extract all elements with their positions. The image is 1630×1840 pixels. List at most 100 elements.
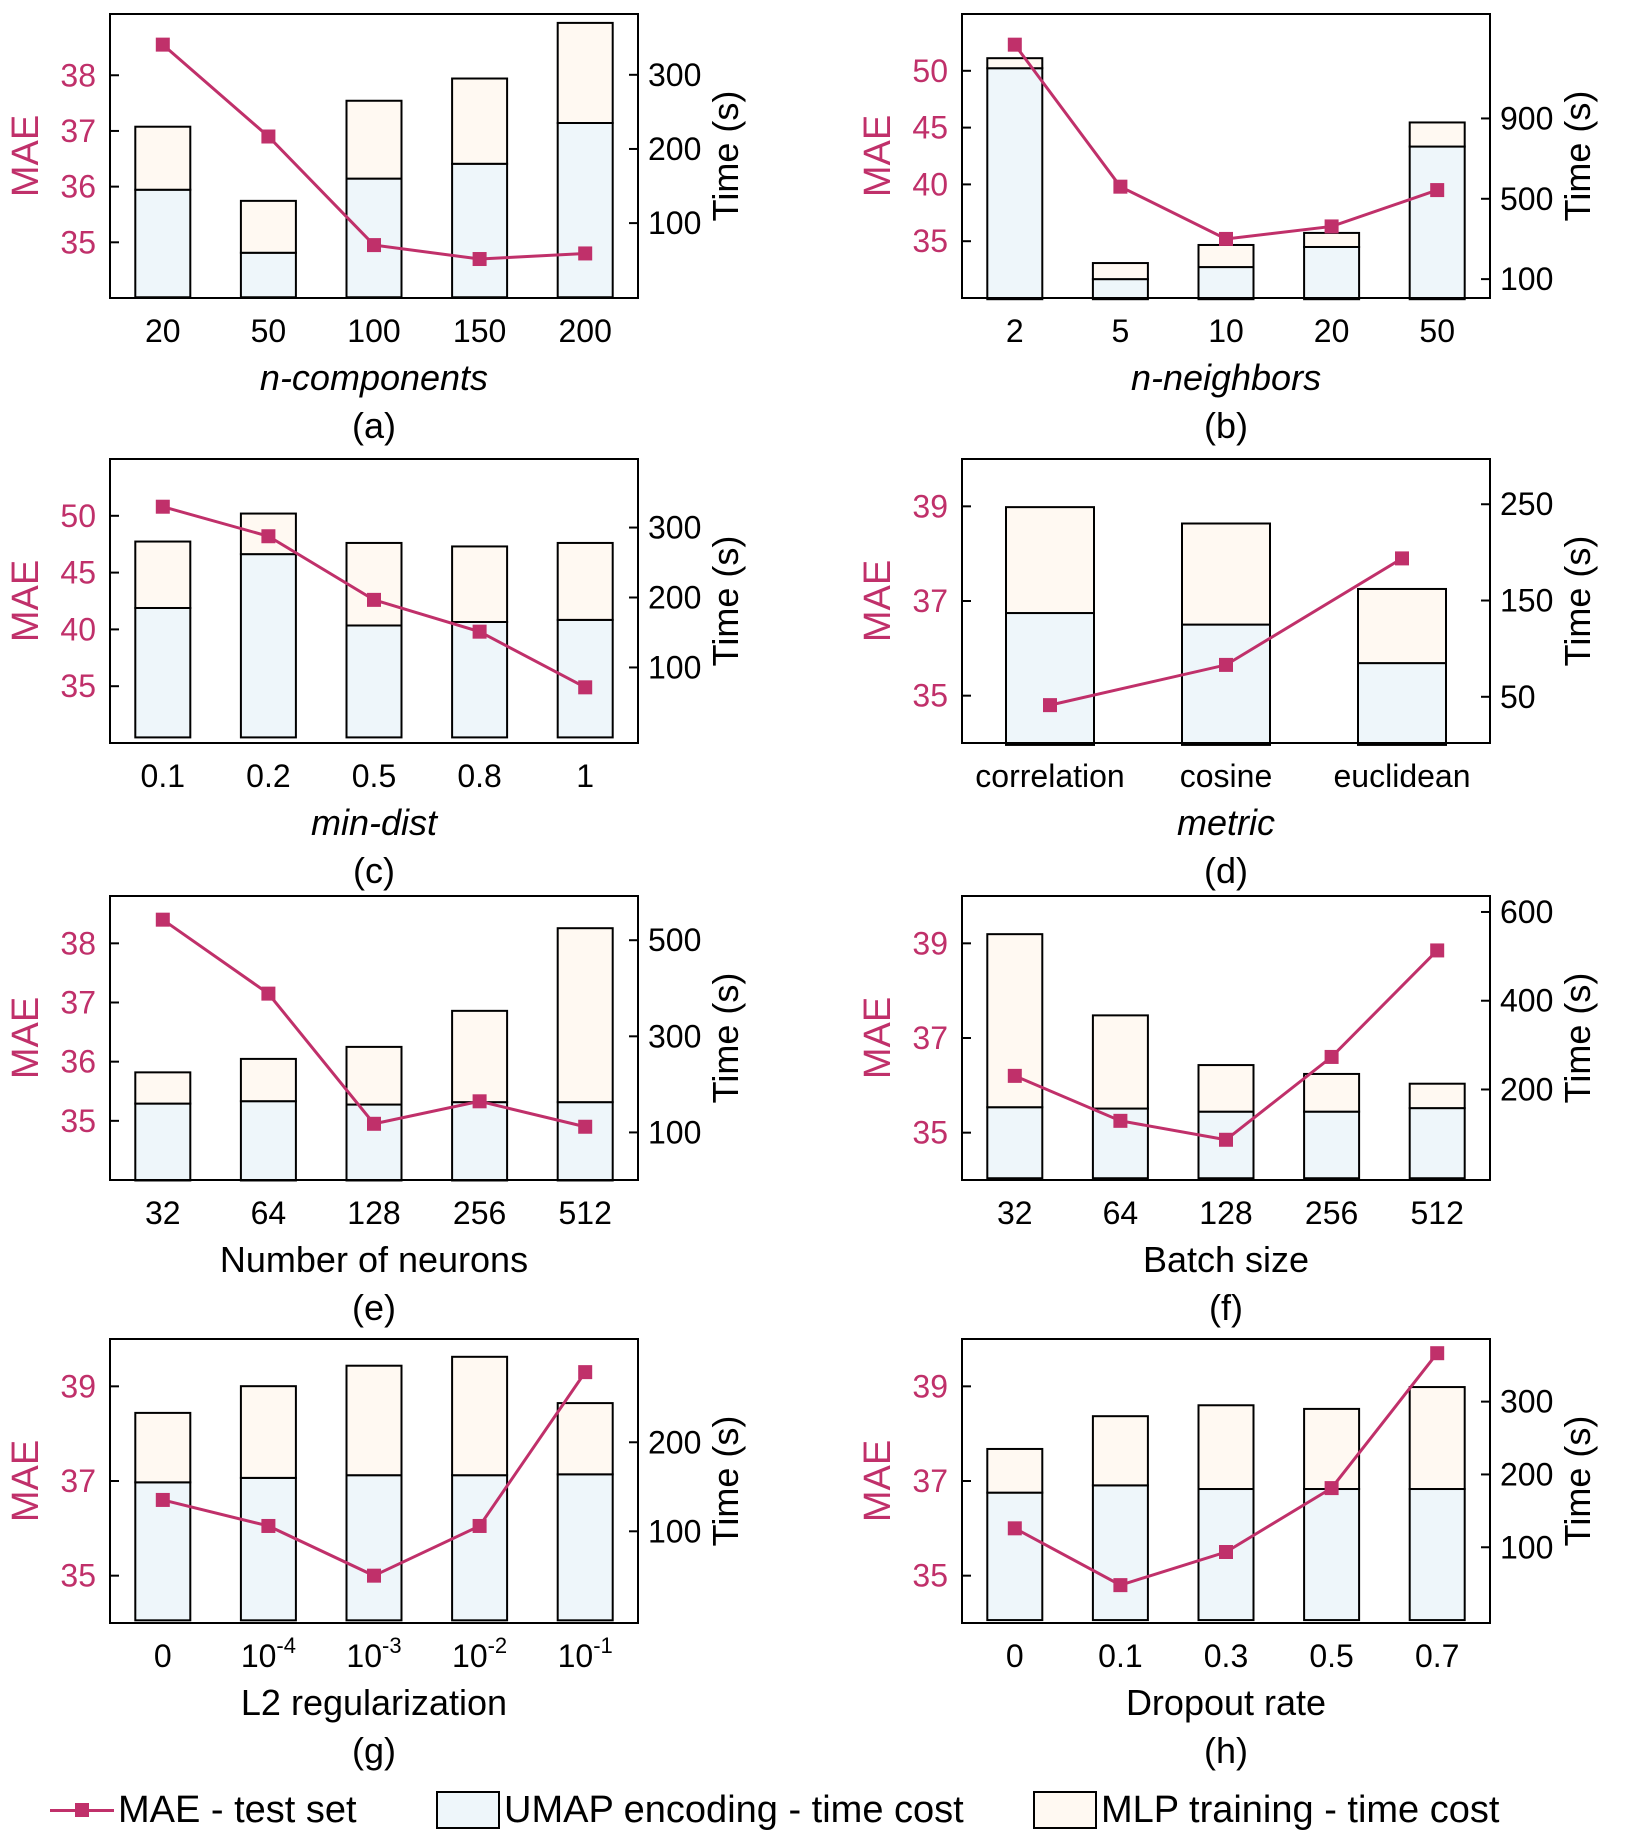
y-right-tick-label: 100: [1500, 1529, 1553, 1565]
mae-point: [1324, 1049, 1339, 1064]
mae-point: [1324, 219, 1339, 234]
chart-panel-e: 32 64 128 256 512 35 36 37 38 100 300 500 MAE Time (s…: [5, 895, 746, 1328]
x-axis-title: n-components: [260, 357, 488, 398]
mae-point: [578, 246, 593, 261]
bar-umap: [1091, 1484, 1149, 1622]
y-right-tick-label: 300: [1500, 1384, 1553, 1420]
mae-point: [367, 1116, 381, 1131]
bar-umap: [1408, 1488, 1466, 1622]
x-tick-label: 0: [1006, 1638, 1024, 1674]
x-tick-label: 10-2: [452, 1633, 507, 1674]
legend-item-umap: UMAP encoding - time cost: [436, 1785, 964, 1835]
mae-point: [261, 529, 276, 544]
y-left-tick-label: 35: [60, 668, 96, 704]
x-tick-label: 0.7: [1415, 1638, 1459, 1674]
mae-point: [472, 1518, 487, 1533]
mae-point: [1324, 1481, 1339, 1496]
legend-umap-swatch: [436, 1791, 500, 1829]
x-tick-label: 32: [145, 1195, 181, 1231]
panel-label: (g): [352, 1730, 396, 1771]
y-right-tick-label: 250: [1500, 486, 1553, 522]
y-right-axis-title: Time (s): [1557, 91, 1598, 222]
y-right-tick-label: 500: [1500, 181, 1553, 217]
bar-umap: [986, 1106, 1044, 1180]
x-tick-label: 512: [1411, 1195, 1464, 1231]
mae-point: [1043, 698, 1057, 713]
mae-point: [578, 1119, 593, 1134]
bar-mlp: [1091, 262, 1149, 281]
x-tick-label: euclidean: [1334, 758, 1471, 794]
bar-mlp: [1303, 231, 1361, 248]
chart-panel-a: 20 50 100 150 200 35 36 37 38 100 200 300 MAE Time (s…: [5, 13, 746, 446]
bar-umap: [556, 122, 614, 299]
bar-umap: [1303, 1110, 1361, 1180]
bar-mlp: [986, 57, 1044, 70]
bar-umap: [1303, 245, 1361, 301]
bar-mlp: [556, 927, 614, 1104]
mae-point: [261, 986, 276, 1001]
x-tick-label: 10: [1208, 313, 1244, 349]
mae-point: [1430, 943, 1445, 958]
x-tick-label: 20: [145, 313, 181, 349]
x-tick-label: 0.1: [1098, 1638, 1142, 1674]
x-tick-label: 64: [1103, 1195, 1139, 1231]
y-right-tick-label: 100: [648, 649, 701, 685]
legend-mlp-label: MLP training - time cost: [1101, 1788, 1500, 1831]
y-left-axis-title: MAE: [857, 1440, 899, 1522]
y-right-tick-label: 50: [1500, 679, 1536, 715]
y-left-tick-label: 35: [60, 1558, 96, 1594]
chart-panel-b: 2 5 10 20 50 35 40 45 50 100 500 900 MAE Time (s) n-ne…: [857, 13, 1598, 446]
x-tick-label: 0.1: [141, 758, 185, 794]
panel-label: (e): [352, 1287, 396, 1328]
y-right-tick-label: 300: [648, 57, 701, 93]
mae-point: [472, 1094, 487, 1109]
bar-umap: [134, 1102, 192, 1182]
y-right-axis-title: Time (s): [705, 536, 746, 667]
mae-point: [261, 129, 276, 144]
bar-umap: [345, 177, 403, 299]
bar-umap: [1091, 278, 1149, 301]
y-right-tick-label: 200: [1500, 1456, 1553, 1492]
bar-mlp: [239, 199, 297, 254]
x-tick-label: 0.3: [1204, 1638, 1248, 1674]
bar-mlp: [1091, 1415, 1149, 1487]
bar-umap: [239, 1100, 297, 1182]
x-axis-title: Number of neurons: [220, 1239, 528, 1280]
y-right-axis-title: Time (s): [1557, 536, 1598, 667]
bar-mlp: [1303, 1072, 1361, 1113]
bar-umap: [345, 624, 403, 739]
x-tick-label: 512: [559, 1195, 612, 1231]
bar-mlp: [1408, 1386, 1466, 1491]
x-tick-label: 10-1: [558, 1633, 613, 1674]
mae-point: [1007, 1068, 1022, 1083]
mae-point: [1430, 183, 1445, 198]
bar-mlp: [1197, 1404, 1255, 1491]
bar-mlp: [134, 1071, 192, 1105]
panel-label: (d): [1204, 850, 1248, 891]
y-left-tick-label: 39: [60, 1368, 96, 1404]
y-right-tick-label: 200: [648, 1424, 701, 1460]
chart-panel-c: 0.1 0.2 0.5 0.8 1 35 40 45 50 100 200 300 MAE Time (s…: [5, 458, 746, 891]
chart-panel-g: 0 10-4 10-3 10-2 10-1 35 37 39 100 200 MAE Time (s)…: [5, 1338, 746, 1771]
y-right-tick-label: 400: [1500, 983, 1553, 1019]
y-left-axis-title: MAE: [5, 560, 47, 642]
bar-mlp: [134, 125, 192, 191]
y-left-tick-label: 37: [912, 1463, 948, 1499]
mae-point: [155, 1492, 170, 1507]
bar-mlp: [451, 77, 509, 165]
y-left-axis-title: MAE: [5, 1440, 47, 1522]
bar-mlp: [451, 545, 509, 623]
bar-mlp: [134, 540, 192, 609]
x-tick-label: 128: [347, 1195, 400, 1231]
plot-frame: [109, 458, 639, 744]
x-axis-title: min-dist: [311, 802, 439, 843]
y-right-tick-label: 200: [648, 131, 701, 167]
x-tick-label: 0.8: [457, 758, 501, 794]
bar-mlp: [556, 21, 614, 125]
y-left-tick-label: 40: [60, 611, 96, 647]
bar-umap: [1181, 623, 1271, 746]
y-left-tick-label: 35: [912, 1115, 948, 1151]
legend-item-mlp: MLP training - time cost: [1033, 1785, 1499, 1835]
mae-point: [1007, 1521, 1022, 1536]
legend-umap-label: UMAP encoding - time cost: [504, 1788, 964, 1831]
